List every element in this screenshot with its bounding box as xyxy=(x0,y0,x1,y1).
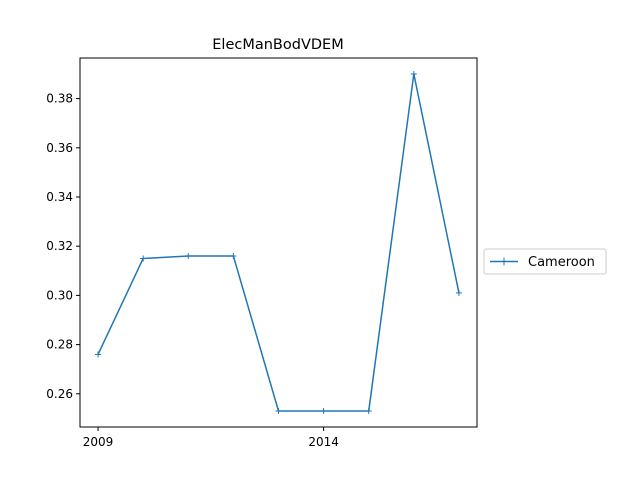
x-axis: 2009 2014 xyxy=(83,427,339,449)
data-point xyxy=(275,408,282,415)
data-point xyxy=(95,351,102,358)
x-tick-label: 2014 xyxy=(308,435,339,449)
data-point xyxy=(410,70,417,77)
y-tick-label: 0.32 xyxy=(46,239,73,253)
chart-title: ElecManBodVDEM xyxy=(212,37,343,53)
y-tick-label: 0.28 xyxy=(46,338,73,352)
legend-label-cameroon: Cameroon xyxy=(528,255,595,270)
data-point xyxy=(320,408,327,415)
plot-series xyxy=(95,70,462,415)
data-point xyxy=(185,253,192,260)
y-tick-label: 0.34 xyxy=(46,190,73,204)
y-axis: 0.26 0.28 0.30 0.32 0.34 0.36 0.38 xyxy=(46,92,80,401)
data-point xyxy=(140,255,147,262)
series-line-cameroon xyxy=(97,73,460,412)
legend: Cameroon xyxy=(483,248,607,275)
y-tick-label: 0.30 xyxy=(46,288,73,302)
y-tick-label: 0.36 xyxy=(46,141,73,155)
data-point xyxy=(365,408,372,415)
legend-box xyxy=(483,248,607,275)
data-point xyxy=(455,289,462,296)
plot-area-frame xyxy=(79,57,478,428)
y-tick-label: 0.26 xyxy=(46,387,73,401)
y-tick-label: 0.38 xyxy=(46,92,73,106)
data-point xyxy=(230,253,237,260)
x-tick-label: 2009 xyxy=(83,435,114,449)
